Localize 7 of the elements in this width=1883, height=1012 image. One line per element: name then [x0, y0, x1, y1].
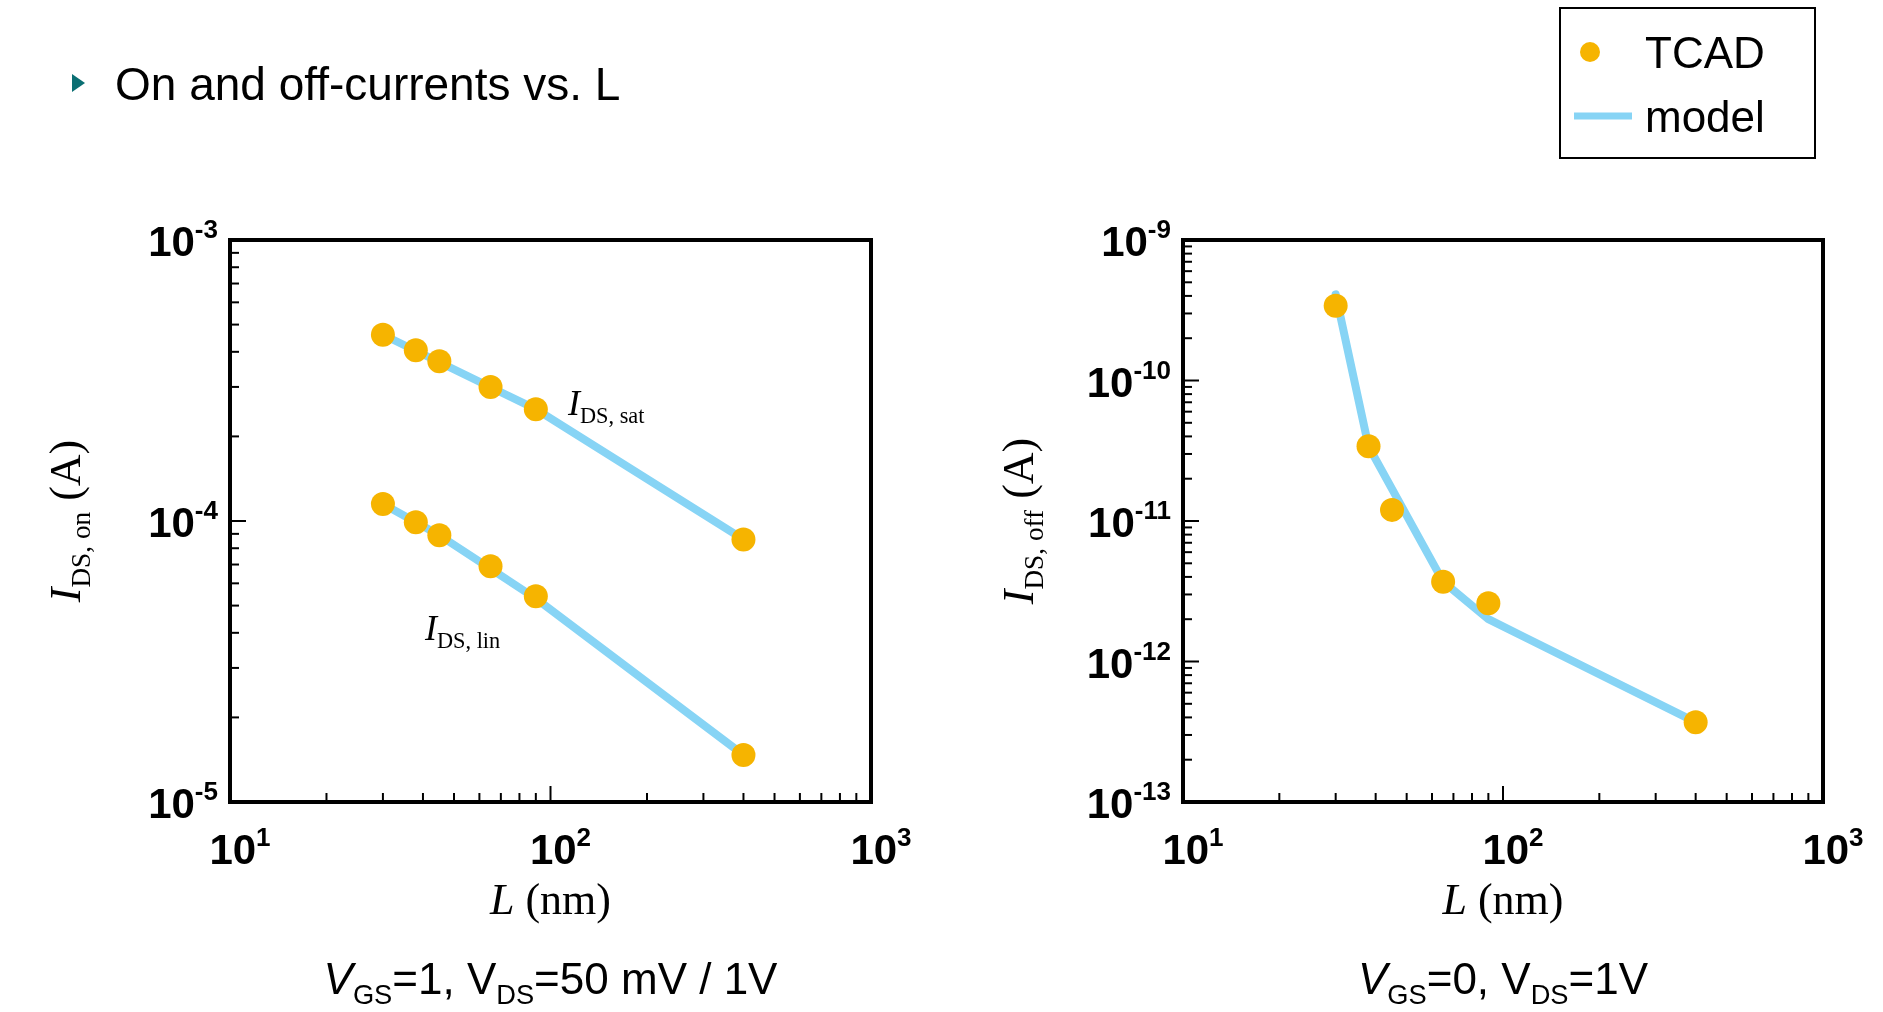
chart-title: On and off-currents vs. L — [115, 58, 621, 110]
y-axis-title: IDS, on (A) — [41, 439, 96, 604]
y-axis-title: IDS, off (A) — [994, 437, 1049, 606]
x-axis-title: L (nm) — [489, 875, 611, 924]
x-axis-title: L (nm) — [1441, 875, 1564, 924]
legend-label: model — [1645, 92, 1765, 141]
legend-label: TCAD — [1645, 28, 1765, 77]
